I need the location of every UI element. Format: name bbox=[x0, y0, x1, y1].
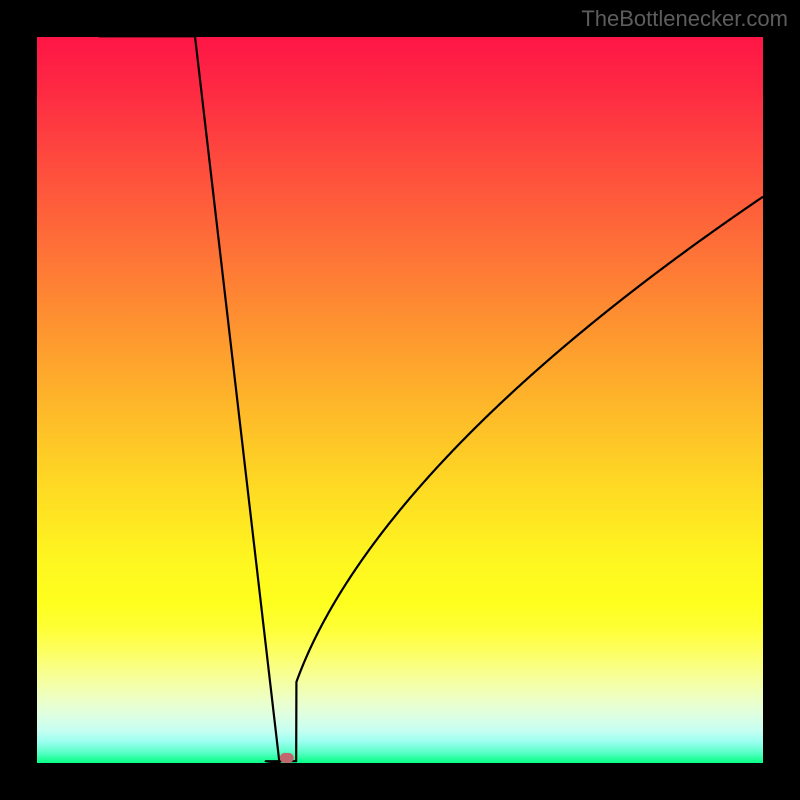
watermark-text: TheBottlenecker.com bbox=[581, 6, 788, 32]
chart-svg bbox=[0, 0, 800, 800]
optimum-marker bbox=[280, 753, 294, 763]
plot-background bbox=[37, 37, 763, 763]
chart-container: TheBottlenecker.com bbox=[0, 0, 800, 800]
